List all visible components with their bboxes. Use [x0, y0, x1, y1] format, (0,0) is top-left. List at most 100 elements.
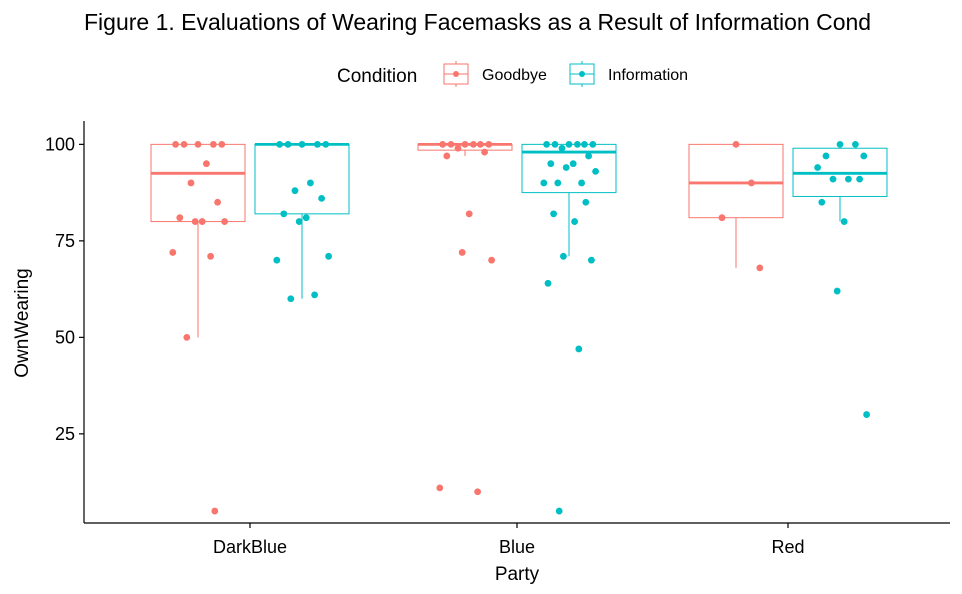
data-point — [581, 140, 588, 148]
y-tick-label: 75 — [55, 231, 75, 251]
data-point — [169, 249, 177, 256]
data-point — [194, 140, 202, 148]
legend-key-point — [453, 71, 459, 77]
data-point — [470, 140, 477, 148]
boxplot-goodbye-red — [688, 143, 784, 268]
x-tick-label: Red — [771, 537, 804, 557]
data-point — [307, 179, 314, 187]
data-point — [550, 210, 557, 218]
x-tick-label: Blue — [499, 537, 535, 557]
data-point — [863, 411, 870, 418]
data-point — [221, 218, 229, 225]
data-point — [574, 140, 581, 148]
data-point — [836, 140, 844, 148]
data-point — [829, 175, 837, 183]
data-point — [558, 144, 566, 152]
data-point — [481, 148, 488, 156]
data-point — [325, 252, 332, 260]
data-point — [465, 210, 473, 218]
data-point — [756, 264, 764, 272]
data-point — [454, 144, 462, 152]
box-iqr — [688, 143, 784, 219]
data-point — [207, 252, 215, 260]
boxplot-goodbye-darkblue — [150, 143, 246, 338]
legend-key-point — [579, 71, 585, 77]
y-tick-label: 100 — [45, 134, 75, 154]
data-point — [547, 160, 555, 168]
data-point — [447, 140, 455, 148]
data-point — [575, 345, 583, 353]
data-point — [485, 140, 493, 148]
data-point — [284, 140, 292, 148]
data-point — [210, 140, 217, 148]
data-point — [191, 218, 199, 225]
data-point — [818, 198, 826, 206]
data-point — [291, 187, 299, 195]
data-point — [273, 256, 281, 264]
data-point — [172, 140, 180, 148]
data-point — [845, 175, 852, 183]
data-point — [551, 140, 559, 148]
data-point — [840, 218, 848, 225]
x-axis-ticks: DarkBlue Blue Red — [213, 523, 805, 557]
data-point — [488, 256, 495, 264]
x-tick-label: DarkBlue — [213, 537, 287, 557]
chart-title: Figure 1. Evaluations of Wearing Facemas… — [84, 9, 871, 35]
data-point — [589, 140, 597, 148]
data-point — [477, 140, 484, 148]
data-point — [562, 164, 570, 171]
x-axis-title: Party — [495, 564, 540, 585]
data-point — [287, 295, 295, 303]
data-point — [458, 249, 466, 256]
data-point — [554, 179, 562, 187]
legend-item-information: Information — [569, 61, 688, 87]
data-point — [544, 279, 552, 287]
data-point — [322, 140, 330, 148]
y-axis-ticks: 25 50 75 100 — [45, 134, 84, 444]
data-point — [198, 218, 206, 225]
data-point — [585, 152, 592, 160]
data-point — [176, 214, 184, 222]
data-point — [560, 252, 567, 260]
data-point — [732, 140, 740, 148]
data-point — [833, 287, 841, 295]
data-point — [439, 140, 446, 148]
data-point — [555, 507, 563, 515]
data-point — [748, 179, 755, 187]
legend-label: Goodbye — [482, 67, 547, 84]
data-point — [565, 140, 573, 148]
data-point — [718, 214, 726, 222]
boxplot-information-red — [792, 144, 888, 222]
data-point — [436, 484, 444, 492]
data-point — [860, 152, 868, 160]
legend-label: Information — [608, 67, 688, 84]
data-point — [540, 179, 548, 187]
data-point — [302, 214, 310, 222]
data-point — [592, 167, 599, 175]
data-point — [474, 488, 481, 496]
data-point — [280, 210, 288, 218]
data-point — [852, 140, 859, 148]
legend-item-goodbye: Goodbye — [443, 61, 547, 87]
data-point — [569, 160, 577, 168]
data-point — [543, 140, 550, 148]
y-axis-title: OwnWearing — [12, 268, 33, 377]
data-point — [311, 291, 318, 299]
data-point — [578, 179, 585, 187]
plot-area — [150, 140, 888, 515]
data-point — [814, 164, 821, 171]
data-point — [314, 140, 321, 148]
data-point — [582, 198, 590, 206]
data-point — [461, 140, 469, 148]
data-point — [276, 140, 283, 148]
y-tick-label: 50 — [55, 327, 75, 347]
data-point — [588, 256, 595, 264]
data-point — [571, 218, 578, 225]
box-iqr — [254, 143, 350, 215]
data-point — [180, 140, 188, 148]
legend: Condition Goodbye Information — [337, 61, 688, 87]
y-tick-label: 25 — [55, 424, 75, 444]
data-point — [214, 198, 222, 206]
data-point — [856, 175, 863, 183]
